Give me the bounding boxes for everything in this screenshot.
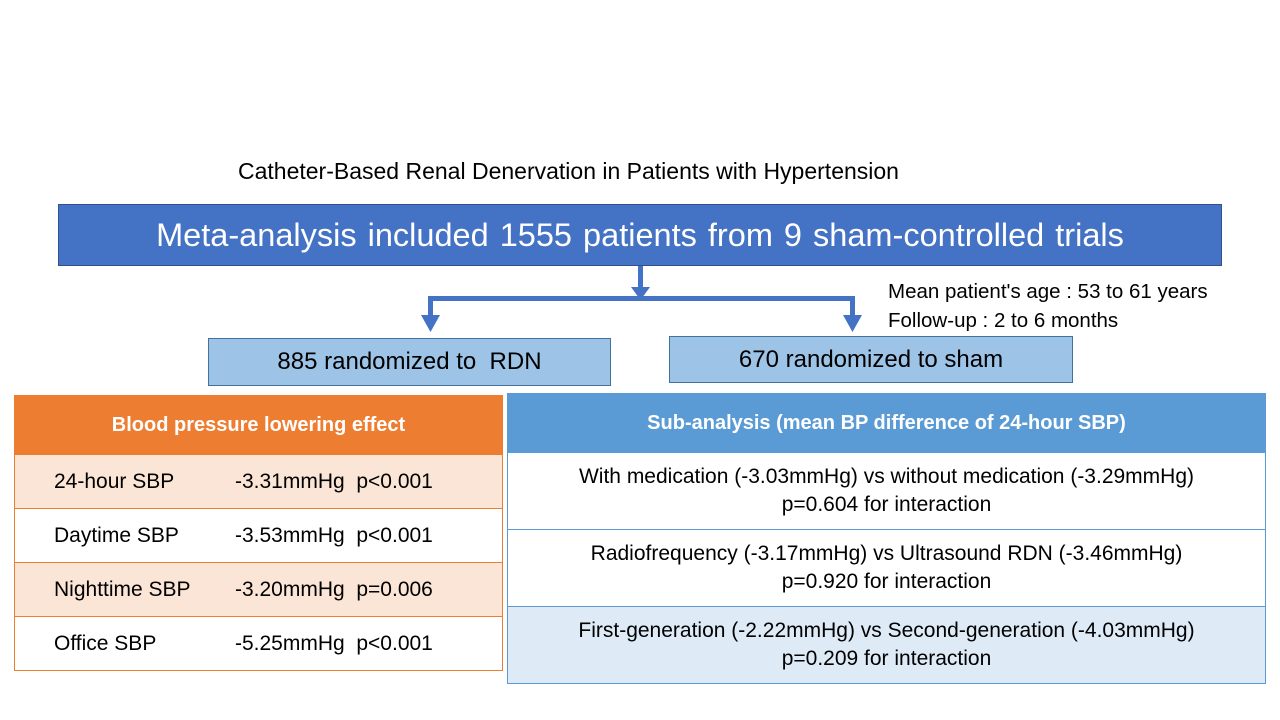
row-value: -3.31mmHg p<0.001 (235, 469, 433, 493)
table-row: First-generation (-2.22mmHg) vs Second-g… (507, 607, 1266, 684)
meta-analysis-box: Meta-analysis included 1555 patients fro… (58, 204, 1222, 266)
interaction-p-value: p=0.604 for interaction (781, 493, 992, 516)
interaction-p-value: p=0.209 for interaction (781, 647, 992, 670)
arrow-stem-right (850, 296, 855, 316)
row-label: 24-hour SBP (54, 469, 175, 493)
arrow-head-top (631, 287, 650, 300)
bp-table-header: Blood pressure lowering effect (14, 395, 503, 455)
comparison-text: With medication (-3.03mmHg) vs without m… (578, 465, 1195, 488)
table-row: 24-hour SBP -3.31mmHg p<0.001 (14, 455, 503, 509)
row-label: Office SBP (54, 631, 157, 655)
sub-analysis-table: Sub-analysis (mean BP difference of 24-h… (507, 393, 1266, 684)
follow-up-text: Follow-up : 2 to 6 months (888, 309, 1119, 332)
arrow-stem-left (428, 296, 433, 316)
row-label: Daytime SBP (54, 523, 179, 547)
comparison-text: Radiofrequency (-3.17mmHg) vs Ultrasound… (590, 542, 1183, 565)
arrow-branch-bar (428, 296, 855, 301)
table-row: Office SBP -5.25mmHg p<0.001 (14, 617, 503, 671)
table-row: Radiofrequency (-3.17mmHg) vs Ultrasound… (507, 530, 1266, 607)
bp-lowering-table: Blood pressure lowering effect 24-hour S… (14, 395, 503, 671)
page-title: Catheter-Based Renal Denervation in Pati… (238, 158, 899, 184)
table-row: Daytime SBP -3.53mmHg p<0.001 (14, 509, 503, 563)
row-value: -3.20mmHg p=0.006 (235, 577, 433, 601)
table-row: Nighttime SBP -3.20mmHg p=0.006 (14, 563, 503, 617)
rdn-group-box: 885 randomized to RDN (208, 338, 611, 386)
sub-analysis-header: Sub-analysis (mean BP difference of 24-h… (507, 393, 1266, 453)
table-row: With medication (-3.03mmHg) vs without m… (507, 453, 1266, 530)
arrow-stem-top (638, 266, 643, 288)
row-value: -3.53mmHg p<0.001 (235, 523, 433, 547)
trial-info: Mean patient's age : 53 to 61 years Foll… (888, 277, 1208, 335)
arrow-head-left (421, 315, 440, 332)
arrow-head-right (843, 315, 862, 332)
sham-group-box: 670 randomized to sham (669, 336, 1073, 383)
row-value: -5.25mmHg p<0.001 (235, 631, 433, 655)
mean-age-text: Mean patient's age : 53 to 61 years (888, 280, 1208, 303)
interaction-p-value: p=0.920 for interaction (781, 570, 992, 593)
comparison-text: First-generation (-2.22mmHg) vs Second-g… (578, 619, 1195, 642)
row-label: Nighttime SBP (54, 577, 191, 601)
